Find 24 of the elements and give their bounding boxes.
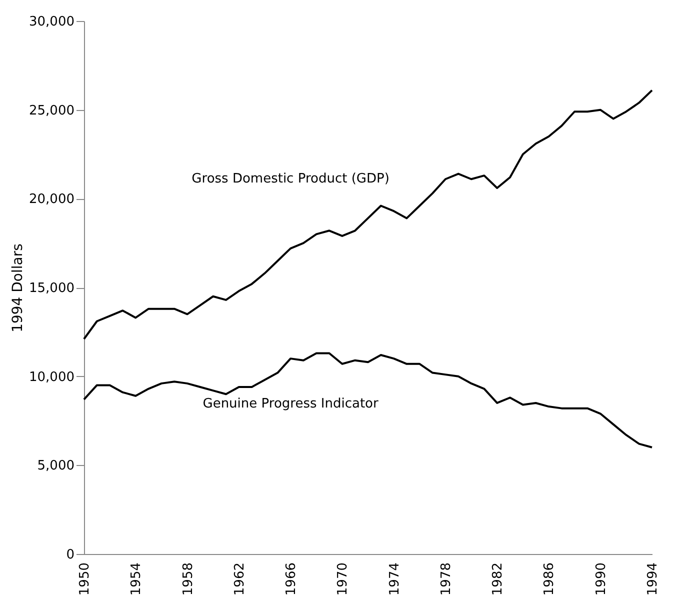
line-series: [83, 352, 653, 448]
x-tick-label: 1970: [336, 562, 351, 596]
y-tick-label: 25,000: [29, 103, 74, 118]
series-label: Genuine Progress Indicator: [202, 396, 379, 412]
y-axis-title: 1994 Dollars: [10, 244, 26, 332]
x-tick-label: 1950: [78, 562, 92, 596]
y-tick-label: 5,000: [37, 458, 74, 474]
series-label: Gross Domestic Product (GDP): [192, 171, 390, 186]
x-tick-label: 1982: [490, 562, 506, 596]
x-tick-label: 1958: [180, 562, 196, 596]
x-tick-label: 1978: [438, 562, 454, 596]
x-tick-label: 1954: [129, 562, 144, 596]
x-tick-label: 1962: [232, 562, 248, 596]
y-tick-label: 15,000: [29, 281, 74, 296]
y-tick-label: 10,000: [29, 370, 74, 385]
y-tick-label: 20,000: [29, 192, 74, 208]
x-tick-label: 1974: [387, 562, 402, 596]
x-tick-label: 1990: [594, 562, 609, 596]
x-tick-label: 1986: [542, 562, 558, 596]
line-series: [83, 89, 653, 340]
x-tick-label: 1966: [284, 562, 300, 596]
y-tick-label: 30,000: [29, 14, 74, 30]
y-tick-label: 0: [66, 548, 74, 562]
x-tick-label: 1994: [646, 562, 660, 596]
